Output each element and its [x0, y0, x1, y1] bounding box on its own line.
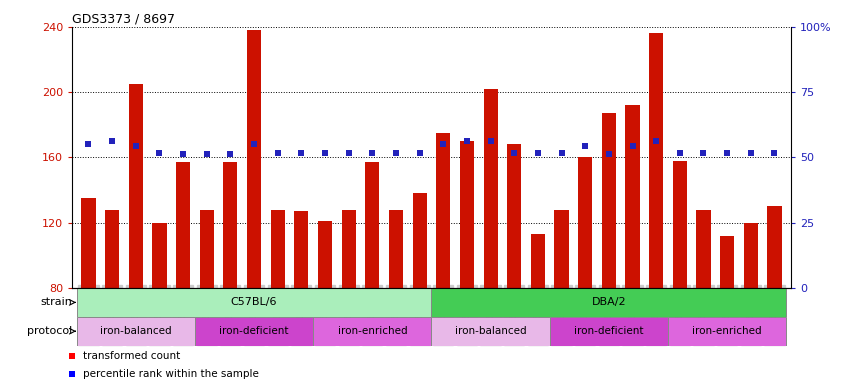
Text: DBA/2: DBA/2 [591, 297, 626, 308]
Bar [460, 141, 474, 288]
Bar [77, 317, 195, 346]
Bar [530, 234, 545, 288]
Bar [318, 221, 332, 288]
Bar [81, 198, 96, 288]
Text: iron-deficient: iron-deficient [219, 326, 288, 336]
Bar [602, 113, 616, 288]
Bar [176, 162, 190, 288]
Bar [668, 317, 786, 346]
Text: percentile rank within the sample: percentile rank within the sample [83, 369, 259, 379]
Bar [431, 288, 786, 317]
Bar [271, 210, 285, 288]
Bar [129, 84, 143, 288]
Bar [578, 157, 592, 288]
Bar [195, 317, 313, 346]
Bar [649, 33, 663, 288]
Bar [313, 317, 431, 346]
Text: iron-enriched: iron-enriched [692, 326, 762, 336]
Text: iron-balanced: iron-balanced [455, 326, 526, 336]
Bar [413, 194, 426, 288]
Bar [550, 317, 668, 346]
Bar [431, 317, 550, 346]
Bar [294, 211, 309, 288]
Bar [223, 162, 238, 288]
Bar [484, 89, 497, 288]
Bar [365, 162, 379, 288]
Bar [200, 210, 214, 288]
Bar [77, 288, 431, 317]
Bar [767, 207, 782, 288]
Text: iron-enriched: iron-enriched [338, 326, 407, 336]
Bar [247, 30, 261, 288]
Text: iron-balanced: iron-balanced [100, 326, 172, 336]
Text: transformed count: transformed count [83, 351, 180, 361]
Text: strain: strain [41, 297, 73, 308]
Text: C57BL/6: C57BL/6 [231, 297, 277, 308]
Bar [696, 210, 711, 288]
Text: iron-deficient: iron-deficient [574, 326, 644, 336]
Text: GDS3373 / 8697: GDS3373 / 8697 [72, 13, 175, 26]
Bar [744, 223, 758, 288]
Bar [507, 144, 521, 288]
Bar [673, 161, 687, 288]
Bar [625, 105, 640, 288]
Text: protocol: protocol [27, 326, 73, 336]
Bar [342, 210, 356, 288]
Bar [720, 236, 734, 288]
Bar [437, 133, 450, 288]
Bar [554, 210, 569, 288]
Bar [105, 210, 119, 288]
Bar [389, 210, 403, 288]
Bar [152, 223, 167, 288]
